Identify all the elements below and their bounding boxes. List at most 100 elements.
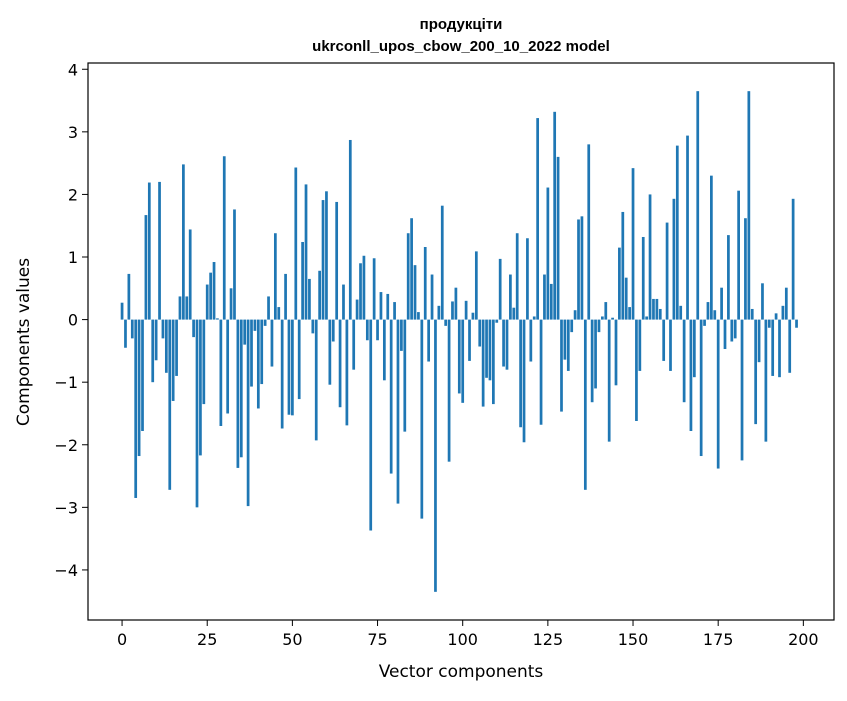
bar-138 (590, 319, 594, 403)
bar-195 (784, 287, 788, 320)
bar-146 (618, 247, 621, 320)
bar-140 (597, 319, 601, 333)
bar-125 (546, 187, 550, 320)
bar-40 (256, 319, 260, 409)
bar-184 (747, 91, 751, 320)
bar-161 (669, 319, 672, 371)
bar-182 (740, 319, 744, 461)
chart-title-line-2: ukrconll_upos_cbow_200_10_2022 model (312, 38, 610, 55)
bar-149 (628, 307, 631, 320)
bar-91 (430, 274, 434, 320)
bar-81 (396, 319, 400, 504)
bar-176 (720, 287, 723, 320)
bar-19 (185, 296, 189, 320)
bar-143 (607, 319, 611, 442)
bar-95 (444, 319, 448, 326)
bar-3 (130, 319, 134, 339)
bar-77 (382, 319, 386, 381)
bar-112 (502, 319, 505, 367)
y-tick-label: −1 (54, 373, 78, 392)
bar-144 (611, 317, 614, 320)
bar-92 (434, 319, 437, 592)
bar-130 (563, 319, 567, 360)
bar-38 (250, 319, 253, 387)
bar-30 (222, 156, 226, 320)
bar-107 (485, 319, 488, 378)
bar-173 (710, 175, 713, 320)
bar-82 (400, 319, 403, 351)
x-tick-label: 0 (117, 630, 127, 649)
bar-114 (509, 274, 512, 320)
bar-141 (601, 316, 604, 320)
bar-62 (331, 319, 335, 342)
bar-71 (362, 255, 366, 320)
bar-25 (205, 284, 209, 320)
bar-180 (733, 319, 737, 339)
bar-66 (345, 319, 349, 426)
bar-132 (570, 319, 574, 333)
bar-61 (328, 319, 332, 385)
bar-59 (321, 200, 325, 320)
bar-18 (182, 164, 185, 320)
bar-6 (141, 319, 144, 431)
bar-145 (614, 319, 618, 386)
bar-2 (127, 273, 131, 320)
bar-147 (621, 211, 625, 320)
bar-60 (325, 191, 328, 320)
bar-129 (560, 319, 563, 412)
y-tick-label: 4 (68, 60, 78, 79)
bar-11 (158, 181, 161, 320)
bar-124 (543, 274, 546, 320)
bar-192 (774, 313, 778, 320)
bar-133 (573, 310, 577, 320)
bar-109 (492, 319, 495, 405)
bar-88 (420, 319, 424, 519)
bar-67 (348, 139, 352, 320)
bar-24 (202, 319, 206, 405)
bar-35 (239, 319, 243, 458)
bar-76 (379, 292, 383, 320)
bar-137 (587, 144, 591, 320)
bar-106 (481, 319, 485, 407)
bar-198 (795, 319, 798, 328)
bar-85 (410, 218, 413, 320)
bar-155 (648, 194, 652, 320)
bar-9 (151, 319, 155, 383)
bar-86 (413, 265, 417, 320)
bar-64 (338, 319, 342, 408)
y-tick-label: 3 (68, 123, 78, 142)
bar-160 (665, 222, 669, 320)
bar-165 (682, 319, 686, 403)
bar-69 (355, 299, 359, 320)
bar-96 (447, 319, 451, 462)
bar-53 (301, 241, 304, 320)
bar-78 (386, 293, 390, 320)
bar-32 (229, 288, 233, 320)
y-axis-ticks: −4 −3 −2 −1 0 1 2 3 4 (54, 60, 88, 580)
bar-22 (195, 319, 199, 508)
y-tick-label: 1 (68, 248, 78, 267)
bar-90 (427, 319, 431, 362)
bar-89 (423, 247, 427, 320)
x-tick-label: 100 (447, 630, 478, 649)
bar-13 (164, 319, 168, 373)
bar-154 (645, 316, 649, 320)
bar-4 (134, 319, 138, 498)
bar-157 (655, 298, 659, 320)
y-tick-label: −4 (54, 561, 78, 580)
bar-151 (635, 319, 638, 421)
x-tick-label: 125 (533, 630, 564, 649)
bar-150 (631, 168, 635, 320)
bar-15 (171, 319, 175, 401)
bar-120 (529, 319, 533, 362)
bar-87 (417, 312, 420, 320)
bar-119 (526, 238, 529, 320)
bar-5 (137, 319, 141, 457)
y-tick-label: 2 (68, 185, 78, 204)
bar-104 (474, 251, 478, 320)
bar-0 (120, 302, 124, 320)
bar-28 (216, 318, 219, 320)
bar-168 (692, 319, 696, 378)
bar-80 (393, 302, 396, 320)
